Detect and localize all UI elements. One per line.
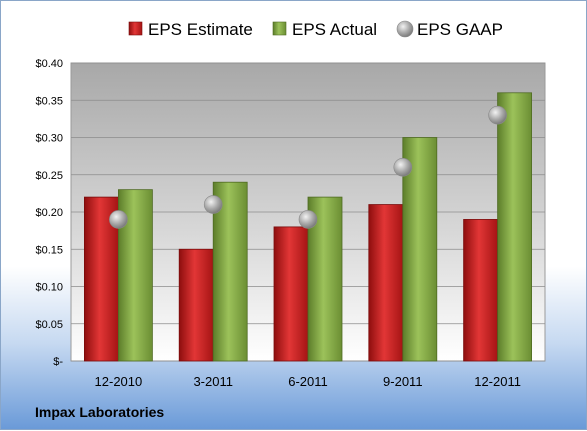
legend-label: EPS GAAP (417, 20, 503, 39)
marker-eps-gaap (203, 195, 223, 214)
y-tick-label: $0.05 (35, 319, 63, 331)
gaap-markers (109, 105, 507, 229)
legend-label: EPS Estimate (148, 20, 253, 39)
marker-eps-gaap (488, 105, 507, 125)
legend-swatch (272, 21, 287, 36)
y-tick-label: $0.25 (35, 170, 63, 182)
bar-eps-estimate (273, 226, 309, 362)
x-tick-label: 3-2011 (193, 374, 233, 389)
legend-swatch (128, 21, 143, 36)
marker-eps-gaap (298, 210, 318, 229)
bar-eps-estimate (178, 248, 214, 362)
bar-eps-actual (402, 137, 438, 362)
y-tick-label: $0.20 (35, 207, 63, 219)
y-tick-label: $0.30 (35, 133, 63, 145)
y-tick-label: $0.10 (35, 282, 63, 294)
y-tick-label: $0.35 (35, 95, 63, 107)
x-tick-label: 9-2011 (383, 374, 423, 389)
bar-eps-estimate (463, 219, 499, 362)
legend: EPS Estimate EPS Actual EPS GAAP (128, 20, 503, 39)
bar-eps-estimate (368, 204, 404, 362)
y-tick-label: $- (53, 356, 63, 368)
bar-eps-actual (307, 196, 343, 362)
bar-eps-actual (212, 181, 248, 362)
y-tick-label: $0.40 (35, 58, 63, 70)
y-tick-label: $0.15 (35, 244, 63, 256)
footer-label: Impax Laboratories (35, 404, 164, 420)
marker-eps-gaap (393, 158, 413, 177)
x-tick-label: 12-2010 (95, 374, 143, 389)
x-axis-ticks: 12-2010 3-2011 6-2011 9-2011 12-2011 (95, 374, 521, 389)
y-axis-ticks: $- $0.05 $0.10 $0.15 $0.20 $0.25 $0.30 $0.35 $0.… (35, 58, 63, 368)
bars (84, 92, 533, 362)
x-tick-label: 6-2011 (288, 374, 328, 389)
x-tick-label: 12-2011 (474, 374, 521, 389)
marker-eps-gaap (109, 210, 128, 229)
bar-eps-actual (497, 92, 533, 362)
legend-label: EPS Actual (292, 20, 377, 39)
legend-swatch (396, 20, 414, 38)
